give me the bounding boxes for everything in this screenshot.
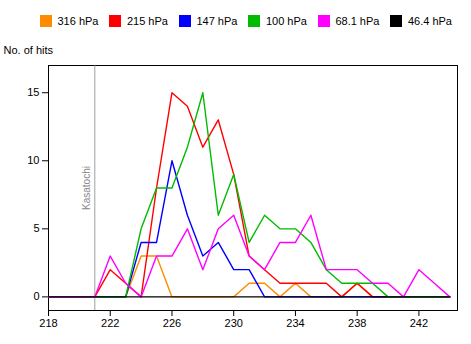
svg-text:242: 242: [410, 317, 428, 329]
svg-text:238: 238: [348, 317, 366, 329]
html-text:46.4 hPa: 46.4 hPa: [408, 14, 452, 27]
svg-text:Kasatochi: Kasatochi: [81, 166, 92, 210]
svg-text:234: 234: [286, 317, 304, 329]
svg-text:10: 10: [27, 154, 39, 166]
svg-text:5: 5: [33, 222, 39, 234]
svg-text:No. of hits: No. of hits: [4, 44, 54, 56]
svg-text:226: 226: [163, 317, 181, 329]
html-text:215 hPa: 215 hPa: [127, 14, 168, 27]
html-text:147 hPa: 147 hPa: [196, 14, 238, 27]
svg-text:222: 222: [101, 317, 119, 329]
svg-text:230: 230: [225, 317, 243, 329]
html-text:100 hPa: 100 hPa: [265, 14, 307, 27]
html-text:68.1 hPa: 68.1 hPa: [335, 14, 380, 27]
svg-text:15: 15: [27, 86, 39, 98]
svg-text:0: 0: [33, 290, 39, 302]
svg-text:218: 218: [39, 317, 57, 329]
html-text:316 hPa: 316 hPa: [57, 14, 99, 27]
